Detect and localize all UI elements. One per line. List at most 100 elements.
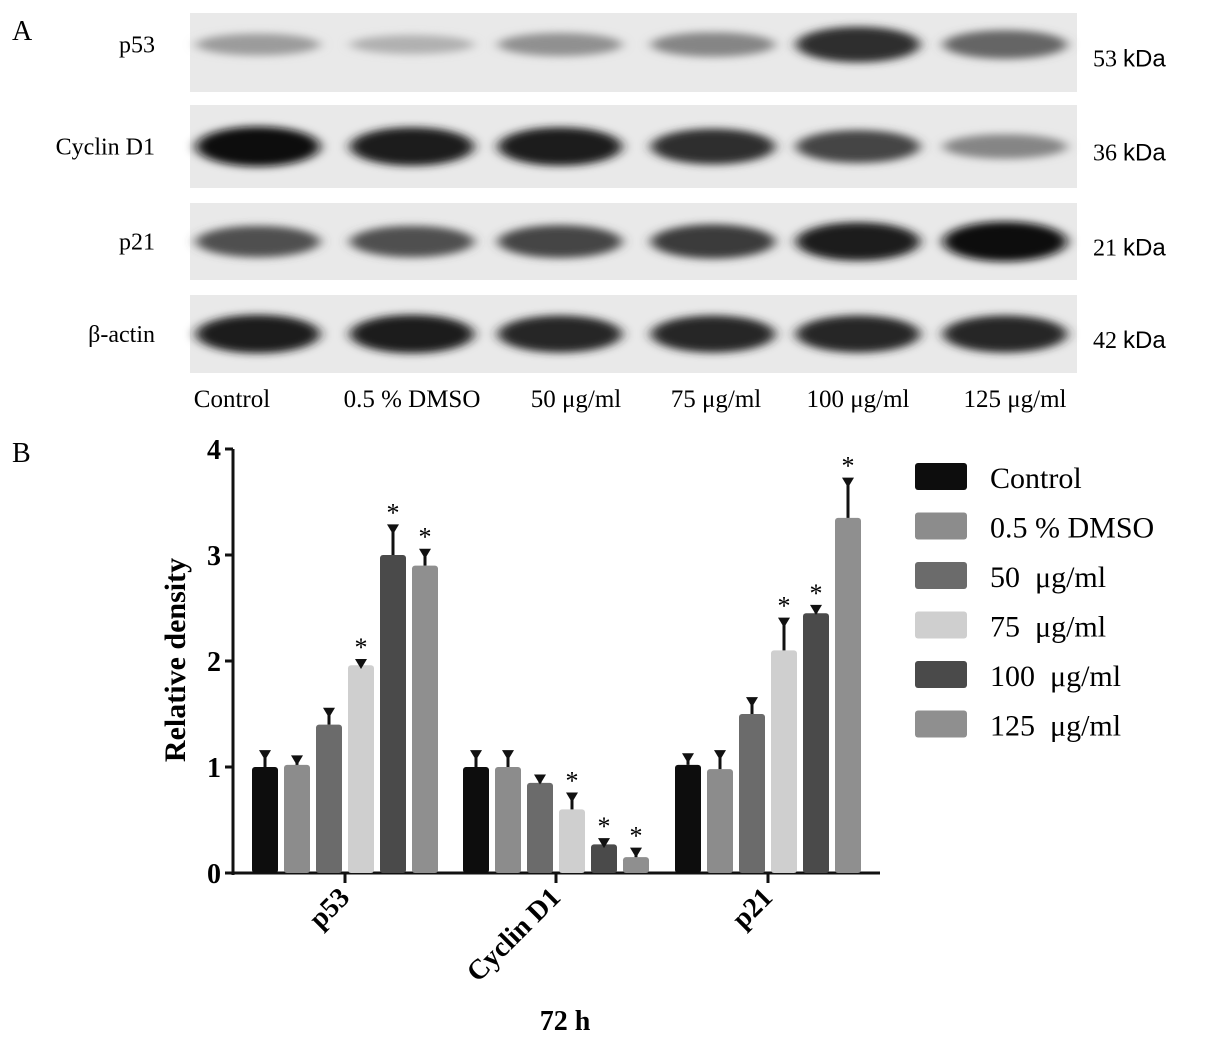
x-tick-label: p21 <box>726 882 779 935</box>
blot-band <box>651 315 775 353</box>
bar <box>316 724 342 873</box>
blot-band <box>943 134 1067 159</box>
legend-swatch <box>915 710 967 738</box>
kda-label: 36 kDa <box>1093 140 1166 167</box>
y-tick-label: 2 <box>207 647 221 678</box>
legend-label: 100 μg/ml <box>990 660 1121 693</box>
error-cap <box>566 792 578 803</box>
error-cap <box>714 750 726 761</box>
lane-label: 125 μg/ml <box>964 386 1067 413</box>
blot-band <box>943 30 1067 59</box>
blot-band <box>350 35 474 54</box>
bar <box>707 769 733 873</box>
x-axis-label: 72 h <box>540 1006 591 1037</box>
y-tick-label: 4 <box>207 435 221 466</box>
protein-label: β-actin <box>88 322 155 348</box>
kda-unit: kDa <box>1123 46 1166 73</box>
x-tick-label: Cyclin D1 <box>461 882 567 988</box>
panel-a-label: A <box>12 16 33 47</box>
bar <box>463 767 489 873</box>
legend-swatch <box>915 463 967 490</box>
kda-label: 21 kDa <box>1093 235 1166 262</box>
error-cap <box>502 750 514 761</box>
error-cap <box>534 774 546 785</box>
protein-label: p53 <box>119 33 155 59</box>
blot-band <box>498 225 622 258</box>
significance-marker: * <box>566 767 579 796</box>
legend-label: Control <box>990 462 1082 495</box>
lane-label: Control <box>194 386 270 413</box>
bar <box>591 844 617 873</box>
bar-chart: Relative density 72 h 0 1 2 3 4 p53 * * * Cyclin … <box>159 435 880 1037</box>
blot-band <box>498 127 622 166</box>
blot-band <box>196 33 320 56</box>
kda-value: 36 <box>1093 141 1117 167</box>
bar <box>771 650 797 873</box>
blot-band <box>651 32 775 57</box>
blot-band <box>350 314 474 354</box>
lane-label: 0.5 % DMSO <box>344 386 481 413</box>
y-axis-label: Relative density <box>159 558 192 762</box>
kda-unit: kDa <box>1123 327 1166 354</box>
error-cap <box>323 707 335 718</box>
error-cap <box>291 755 303 766</box>
bar <box>559 809 585 873</box>
legend-swatch <box>915 611 967 639</box>
bar <box>284 764 310 873</box>
kda-unit: kDa <box>1123 140 1166 167</box>
kda-unit: kDa <box>1123 235 1166 262</box>
error-cap <box>355 658 367 669</box>
blot-band <box>796 315 920 353</box>
blot-band <box>943 221 1067 262</box>
kda-label: 42 kDa <box>1093 327 1166 354</box>
blot-panel <box>190 105 1077 188</box>
protein-label: Cyclin D1 <box>56 135 155 161</box>
blot-band <box>796 222 920 261</box>
significance-marker: * <box>842 452 855 481</box>
panel-b-label: B <box>12 438 31 469</box>
bar <box>835 517 861 873</box>
legend-label: 50 μg/ml <box>990 561 1106 594</box>
error-cap <box>598 838 610 849</box>
blot-band <box>196 126 320 167</box>
bar <box>380 555 406 873</box>
significance-marker: * <box>419 523 432 552</box>
error-cap <box>842 477 854 488</box>
error-cap <box>682 753 694 764</box>
error-cap <box>630 847 642 858</box>
lane-label: 50 μg/ml <box>531 386 622 413</box>
blot-band <box>796 130 920 163</box>
bar <box>412 565 438 873</box>
error-cap <box>746 697 758 708</box>
blot-panel <box>190 203 1077 280</box>
protein-label: p21 <box>119 230 155 256</box>
bar <box>348 665 374 873</box>
blot-band <box>196 314 320 354</box>
error-cap <box>810 604 822 615</box>
kda-value: 42 <box>1093 328 1117 354</box>
lane-label: 100 μg/ml <box>807 386 910 413</box>
kda-label: 53 kDa <box>1093 46 1166 73</box>
significance-marker: * <box>778 592 791 621</box>
blot-band <box>943 315 1067 353</box>
blot-band <box>651 224 775 259</box>
error-cap <box>470 750 482 761</box>
legend-swatch <box>915 661 967 688</box>
error-cap <box>259 750 271 761</box>
blot-panel <box>190 295 1077 373</box>
bar <box>252 767 278 873</box>
blot-band <box>796 26 920 63</box>
bar <box>623 857 649 873</box>
legend-label: 0.5 % DMSO <box>990 512 1154 545</box>
y-tick-label: 1 <box>207 753 221 784</box>
blot-band <box>196 225 320 258</box>
legend-label: 125 μg/ml <box>990 710 1121 743</box>
lane-label: 75 μg/ml <box>671 386 762 413</box>
y-tick-label: 3 <box>207 541 221 572</box>
bar <box>527 782 553 873</box>
error-cap <box>419 548 431 559</box>
bar <box>675 764 701 873</box>
significance-marker: * <box>810 579 823 608</box>
